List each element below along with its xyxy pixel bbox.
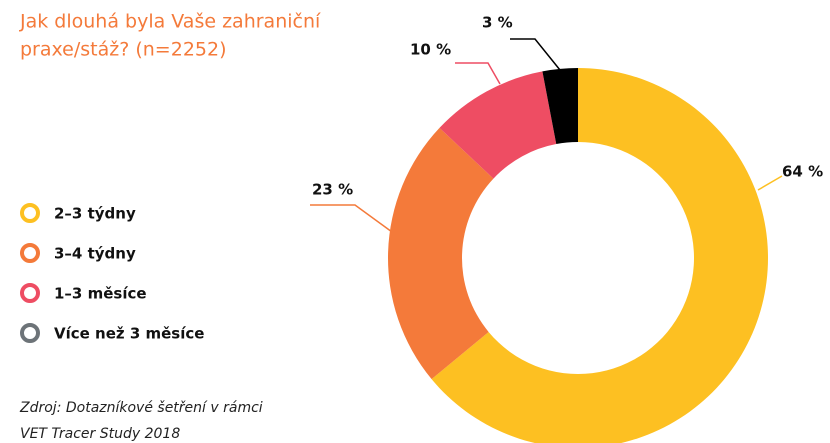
legend-label: 1–3 měsíce (54, 285, 147, 303)
chart-title: Jak dlouhá byla Vaše zahraniční (19, 11, 321, 33)
legend-label: Více než 3 měsíce (54, 325, 204, 343)
legend-label: 3–4 týdny (54, 245, 136, 263)
value-label: 23 % (312, 181, 353, 199)
leader-line (510, 38, 561, 71)
donut-slice (542, 68, 578, 145)
legend-marker (20, 243, 40, 263)
legend-marker (20, 283, 40, 303)
donut-slice (388, 127, 494, 380)
legend-label: 2–3 týdny (54, 205, 136, 223)
donut-slice (439, 71, 557, 179)
leader-line (757, 175, 783, 191)
value-label: 10 % (410, 41, 451, 59)
legend-marker (20, 203, 40, 223)
legend-marker (20, 323, 40, 343)
source: VET Tracer Study 2018 (20, 426, 180, 442)
leader-line (310, 204, 393, 233)
leader-line (455, 62, 501, 85)
donut-slice (431, 68, 768, 443)
value-label: 64 % (782, 163, 823, 181)
source: Zdroj: Dotazníkové šetření v rámci (19, 400, 263, 416)
chart-title: praxe/stáž? (n=2252) (20, 39, 227, 61)
value-label: 3 % (482, 14, 513, 32)
